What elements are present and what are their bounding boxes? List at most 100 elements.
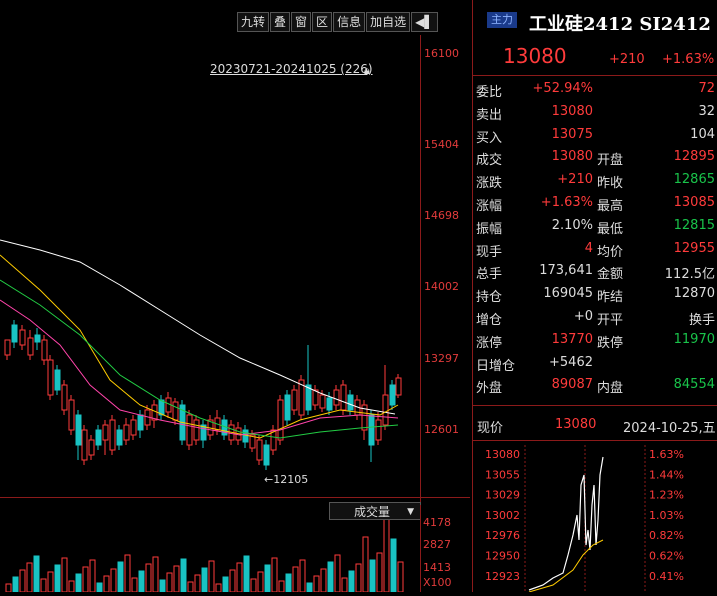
- row-label-2: 昨收: [597, 176, 624, 192]
- candle: [200, 424, 207, 441]
- intraday-minichart[interactable]: 13080 1.63% 13055 1.44% 13029 1.23% 13002 1.03%…: [473, 445, 717, 596]
- candle: [340, 384, 347, 411]
- volume-bar: [250, 578, 257, 592]
- volume-bar: [40, 578, 47, 592]
- candle: [54, 369, 61, 391]
- volume-bar: [222, 576, 229, 592]
- volume-bar: [96, 582, 103, 592]
- moving-average-line: [0, 239, 396, 415]
- candle: [95, 429, 102, 446]
- quote-row: 外盘 89087 内盘 84554: [473, 374, 717, 396]
- volume-bar: [348, 570, 355, 592]
- volume-bar: [180, 558, 187, 592]
- jiuzhuan-button[interactable]: 九转: [237, 12, 270, 32]
- volume-bar: [75, 573, 82, 592]
- volume-bar: [61, 557, 68, 592]
- quote-row: 涨停 13770 跌停 11970: [473, 329, 717, 351]
- add-watchlist-button[interactable]: 加自选: [366, 12, 411, 32]
- volume-bar: [369, 559, 376, 592]
- candle: [291, 389, 298, 411]
- quote-row: 成交 13080 开盘 12895: [473, 146, 717, 168]
- volume-bar: [166, 572, 173, 592]
- quote-row: 日增仓 +5462: [473, 352, 717, 374]
- row-value-2: 11970: [673, 331, 715, 347]
- candle: [368, 414, 375, 446]
- price-tick: 15404: [424, 138, 459, 151]
- mini-pct-tick: 1.23%: [649, 489, 684, 502]
- lock-icon[interactable]: 🔒︎: [364, 64, 370, 77]
- candle: [298, 379, 305, 416]
- quote-row: 增仓 +0 开平 换手: [473, 306, 717, 328]
- mini-price-tick: 12923: [485, 570, 520, 583]
- mini-price-tick: 13002: [485, 509, 520, 522]
- row-value-2: 72: [698, 81, 715, 96]
- volume-unit: X100: [423, 576, 452, 589]
- mini-pct-tick: 0.41%: [649, 570, 684, 583]
- row-value: 13080: [551, 103, 593, 119]
- row-label-2: 最低: [597, 221, 624, 237]
- row-label: 委比: [476, 85, 503, 100]
- mini-price-tick: 13080: [485, 448, 520, 461]
- row-label: 日增仓: [476, 358, 516, 374]
- row-value-2: 12865: [673, 172, 715, 188]
- volume-bar: [257, 571, 264, 592]
- row-label: 现手: [476, 244, 503, 260]
- candle: [249, 434, 256, 449]
- info-button[interactable]: 信息: [333, 12, 366, 32]
- candlestick-plot: [0, 239, 402, 470]
- row-value-2: 13085: [673, 195, 715, 210]
- candle: [158, 399, 165, 416]
- candle: [61, 384, 68, 411]
- price-tick: 13297: [424, 352, 459, 365]
- candle: [123, 424, 130, 441]
- mini-price-tick: 13029: [485, 489, 520, 502]
- volume-bar: [117, 561, 124, 592]
- volume-bar: [208, 560, 215, 592]
- candle: [333, 389, 340, 406]
- row-label: 卖出: [476, 107, 503, 123]
- candle: [375, 419, 382, 441]
- volume-bar: [285, 573, 292, 592]
- price-axis: 16100 15404 14698 14002 13297 12601: [420, 35, 471, 505]
- date-range-label[interactable]: 20230721-20241025 (226): [210, 62, 373, 76]
- row-value-2: 12870: [673, 286, 715, 302]
- volume-bar: [327, 561, 334, 592]
- mini-price-tick: 12976: [485, 529, 520, 542]
- volume-bar: [138, 570, 145, 592]
- window-button[interactable]: 窗: [291, 12, 312, 32]
- volume-bar: [5, 583, 12, 592]
- row-value: +1.63%: [540, 195, 593, 210]
- moving-average-line: [0, 254, 399, 439]
- last-price: 13080: [503, 44, 567, 68]
- row-value-2: 12955: [673, 240, 715, 256]
- kline-chart[interactable]: 九转 叠 窗 区 信息 加自选 ◀▌ 20230721-20241025 (22…: [0, 0, 470, 592]
- row-value-2: 12815: [673, 217, 715, 233]
- overlay-button[interactable]: 叠: [270, 12, 291, 32]
- range-button[interactable]: 区: [312, 12, 333, 32]
- candle: [109, 419, 116, 451]
- mini-pct-tick: 0.82%: [649, 529, 684, 542]
- volume-bar: [12, 576, 19, 592]
- volume-bar: [194, 574, 201, 592]
- row-value: 2.10%: [551, 217, 593, 233]
- mini-pct-tick: 1.03%: [649, 509, 684, 522]
- row-label: 涨幅: [476, 199, 503, 214]
- row-label: 振幅: [476, 221, 503, 237]
- row-value-2: 12895: [673, 149, 715, 165]
- quote-panel: 主力 工业硅2412 SI2412 13080 +210 +1.63% 委比 +5…: [472, 0, 717, 596]
- candle: [116, 429, 123, 446]
- mini-pct-tick: 1.44%: [649, 468, 684, 481]
- volume-bar: [313, 575, 320, 592]
- row-label: 成交: [476, 153, 503, 169]
- volume-bar: [271, 557, 278, 592]
- quote-row: 总手 173,641 金额 112.5亿: [473, 260, 717, 282]
- collapse-panel-icon[interactable]: ◀▌: [411, 12, 438, 32]
- row-value: +5462: [549, 354, 593, 370]
- row-value: +0: [573, 309, 593, 324]
- volume-indicator-select[interactable]: 成交量 ▼: [329, 502, 421, 520]
- row-value: 13770: [551, 331, 593, 347]
- row-value-2: 32: [698, 103, 715, 119]
- candle: [389, 384, 396, 406]
- volume-tick: 1413: [423, 561, 451, 574]
- candle: [186, 414, 193, 446]
